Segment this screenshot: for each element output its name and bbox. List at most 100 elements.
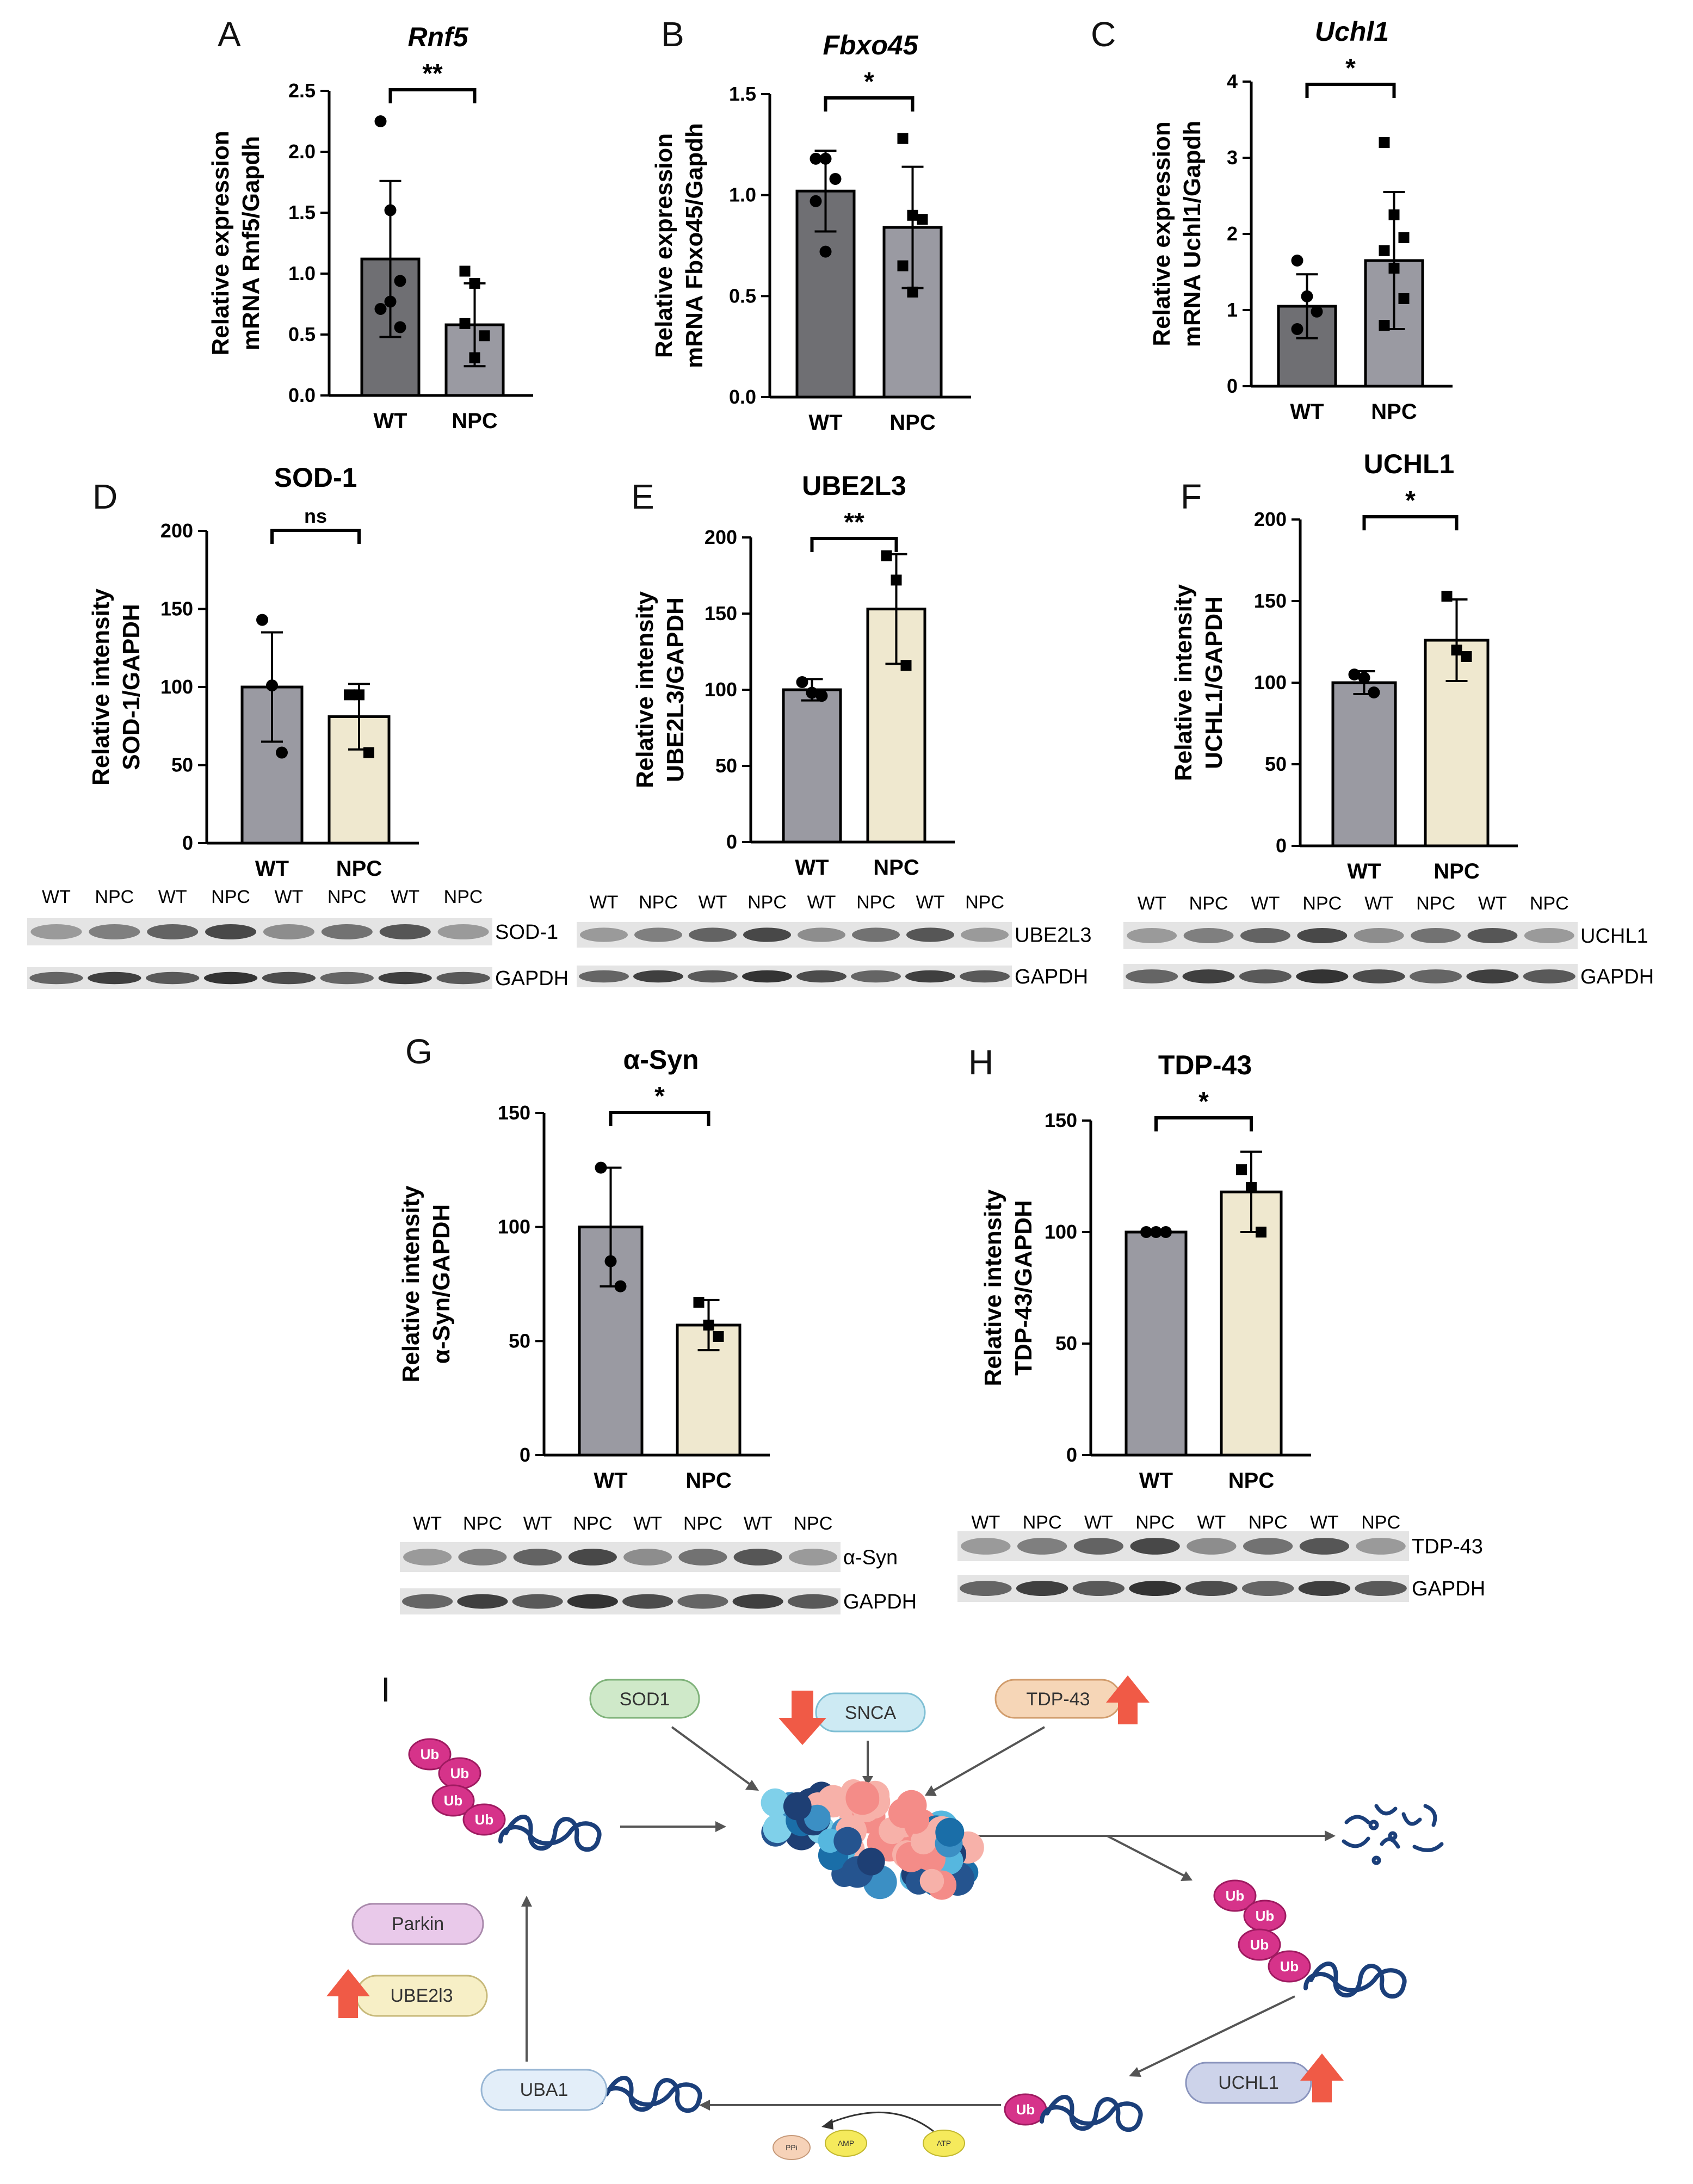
loading-label: GAPDH (1580, 966, 1654, 988)
gapdh-band (1126, 969, 1178, 983)
panel-label: C (1091, 15, 1116, 54)
lane-label: WT (1084, 1512, 1113, 1533)
y-tick-label: 50 (715, 754, 737, 777)
panel-label: B (661, 15, 684, 54)
x-tick-label: NPC (452, 409, 497, 433)
y-tick-label: 0.0 (288, 384, 316, 406)
lane-label: NPC (1302, 893, 1342, 914)
data-point (900, 660, 912, 671)
y-tick-label: 4 (1227, 70, 1238, 92)
ub-bead: Ub (1238, 1928, 1281, 1961)
gapdh-band (378, 972, 432, 985)
data-point (1236, 1164, 1247, 1175)
y-tick-label: 1.5 (729, 83, 756, 105)
lane-label: NPC (573, 1513, 612, 1534)
y-tick-label: 50 (171, 754, 193, 776)
parkin-label: Parkin (392, 1914, 444, 1934)
lane-label: NPC (683, 1513, 722, 1534)
y-tick-label: 0.5 (288, 323, 316, 345)
y-tick-label: 200 (1254, 508, 1287, 530)
y-axis-title: Relative expression mRNA Uchl1/Gapdh (1148, 121, 1206, 347)
ppi-label: PPi (786, 2143, 798, 2152)
lane-label: NPC (747, 892, 787, 913)
data-point (1398, 232, 1410, 243)
gapdh-band (512, 1594, 563, 1609)
atp-molecule: ATP (923, 2130, 965, 2157)
y-tick-label: 0 (1066, 1444, 1077, 1466)
gapdh-band (622, 1594, 674, 1609)
target-band (1073, 1538, 1124, 1555)
chart-h: H TDP-43 0 50 100 150 Relative intensity TDP-43… (968, 1043, 1311, 1493)
data-point (907, 286, 918, 298)
svg-text:Ub: Ub (1016, 2101, 1035, 2118)
gapdh-band (402, 1594, 453, 1609)
bar-wt (1277, 305, 1337, 388)
target-band (30, 924, 82, 939)
lane-label: NPC (1361, 1512, 1400, 1533)
target-label: UCHL1 (1580, 925, 1648, 948)
data-point (819, 152, 832, 165)
snca-pill: SNCA (778, 1691, 926, 1745)
y-tick-label: 2.5 (288, 79, 316, 102)
significance-bracket (1362, 515, 1459, 530)
lane-label: NPC (1023, 1512, 1062, 1533)
data-point (1379, 320, 1390, 331)
panel-label: A (218, 15, 241, 54)
significance-bracket (1154, 1116, 1253, 1131)
y-axis-title: Relative intensity α-Syn/GAPDH (398, 1185, 455, 1382)
data-point (810, 195, 822, 207)
significance-label: * (1345, 54, 1356, 83)
loading-label: GAPDH (843, 1591, 917, 1613)
gapdh-band (960, 1581, 1012, 1596)
svg-text:Ub: Ub (1280, 1958, 1299, 1975)
western-blot-f: WT NPC WT NPC WT NPC WT NPC UCHL1 GAPDH (1123, 893, 1654, 989)
up-arrow-icon (326, 1969, 370, 2018)
gapdh-band (787, 1594, 838, 1609)
data-point (479, 330, 490, 342)
target-band (961, 927, 1009, 942)
lane-label: NPC (211, 887, 250, 907)
aggregate-bead (901, 1806, 930, 1834)
gapdh-band (320, 972, 374, 985)
atp-label: ATP (937, 2139, 951, 2148)
data-point (1291, 255, 1303, 267)
chart-title: Rnf5 (407, 22, 468, 52)
y-axis-title-line1: Relative expression (651, 133, 677, 358)
significance-label: ** (422, 59, 443, 88)
aggregate-bead (763, 1814, 792, 1843)
loading-label: GAPDH (1015, 966, 1088, 988)
y-tick-label: 1 (1227, 299, 1238, 321)
ub-chains: Ub Ub Ub Ub Ub Ub Ub Ub Ub (408, 1738, 1407, 2132)
aggregate-bead (845, 1781, 880, 1815)
ub-bead: Ub (431, 1784, 475, 1817)
significance-bracket (810, 537, 898, 552)
lane-label: NPC (95, 887, 134, 907)
sod1-label: SOD1 (620, 1689, 670, 1710)
gapdh-band (688, 970, 738, 983)
data-point (1379, 245, 1390, 256)
uchl1-pill: UCHL1 (1185, 2053, 1344, 2104)
lane-label: NPC (1530, 893, 1569, 914)
lane-label: WT (42, 887, 71, 907)
target-band (788, 1549, 837, 1566)
y-tick-label: 1.5 (288, 201, 316, 224)
ube2l3-label: UBE2l3 (390, 1985, 453, 2006)
panel-label: F (1181, 477, 1202, 516)
lane-label: WT (633, 1513, 662, 1534)
y-tick-label: 150 (1254, 590, 1287, 612)
gapdh-band (960, 970, 1010, 983)
y-tick-label: 50 (1055, 1332, 1077, 1354)
ube2l3-pill: UBE2l3 (326, 1969, 488, 2018)
aggregate-bead (919, 1869, 944, 1894)
data-point (703, 1319, 714, 1331)
data-point (907, 209, 918, 221)
data-point (1358, 672, 1370, 684)
gapdh-band (29, 972, 83, 985)
data-point (1348, 669, 1361, 680)
significance-label: * (1405, 486, 1416, 515)
lane-label: NPC (328, 887, 367, 907)
ppi-molecule: PPi (773, 2135, 811, 2160)
protein-squiggle (498, 1815, 602, 1852)
lane-label: NPC (793, 1513, 832, 1534)
